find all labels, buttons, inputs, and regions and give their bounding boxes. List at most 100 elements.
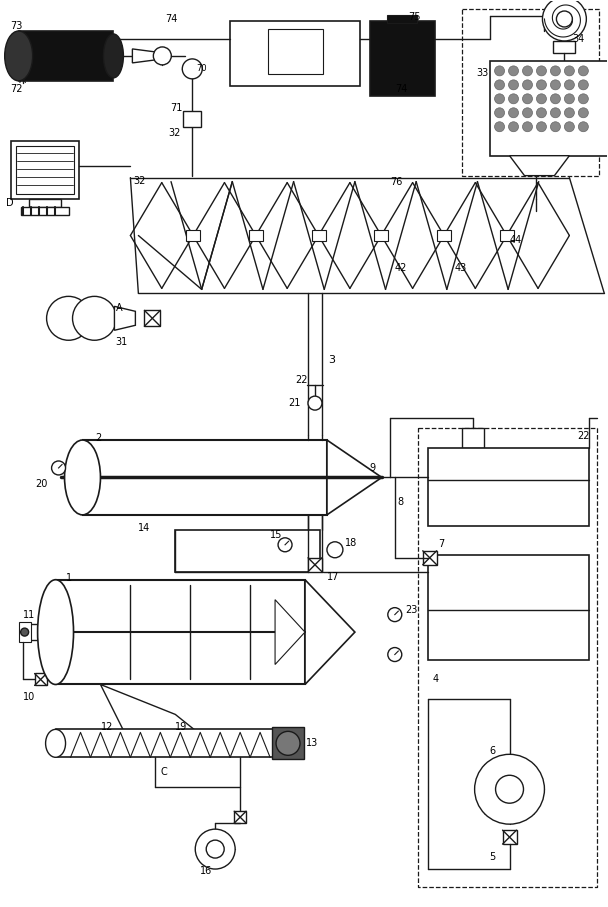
Circle shape: [564, 80, 575, 90]
Circle shape: [550, 122, 561, 132]
Text: 34: 34: [572, 34, 585, 44]
Text: D: D: [5, 198, 13, 208]
Text: 12: 12: [100, 722, 113, 732]
Circle shape: [508, 66, 519, 76]
Circle shape: [578, 122, 589, 132]
Circle shape: [475, 755, 544, 824]
Text: 74: 74: [395, 83, 407, 93]
Bar: [489, 61, 608, 156]
Circle shape: [508, 108, 519, 118]
Text: 14: 14: [139, 522, 151, 532]
Bar: [308, 558, 322, 571]
Text: 22: 22: [578, 431, 590, 441]
Circle shape: [536, 80, 547, 90]
Bar: [375, 229, 389, 241]
Bar: [55, 580, 305, 685]
Text: 2: 2: [95, 433, 102, 443]
Bar: [249, 229, 263, 241]
Bar: [370, 21, 435, 96]
Bar: [268, 29, 323, 73]
Text: 22: 22: [295, 375, 308, 385]
Bar: [11, 141, 78, 199]
Text: 32: 32: [168, 128, 181, 138]
Text: C: C: [161, 767, 167, 777]
Bar: [423, 551, 437, 565]
Text: A: A: [116, 303, 122, 313]
Bar: [461, 428, 483, 448]
Text: 75: 75: [408, 12, 420, 22]
Text: 21: 21: [288, 398, 300, 408]
Circle shape: [494, 80, 505, 90]
Bar: [387, 15, 416, 23]
Circle shape: [278, 538, 292, 551]
Circle shape: [388, 608, 402, 621]
Circle shape: [153, 47, 171, 65]
Bar: [19, 31, 114, 81]
Circle shape: [578, 80, 589, 90]
Polygon shape: [275, 600, 305, 665]
Text: 17: 17: [327, 571, 339, 581]
Circle shape: [522, 93, 533, 103]
Text: 15: 15: [270, 530, 283, 540]
Text: 32: 32: [133, 176, 146, 186]
Polygon shape: [305, 580, 355, 685]
Circle shape: [550, 108, 561, 118]
Circle shape: [47, 297, 91, 340]
Bar: [427, 555, 589, 659]
Text: 70: 70: [196, 64, 207, 73]
Circle shape: [564, 93, 575, 103]
Polygon shape: [327, 440, 382, 515]
Bar: [427, 448, 589, 526]
Text: 23: 23: [405, 605, 417, 615]
Circle shape: [564, 66, 575, 76]
Polygon shape: [510, 156, 570, 176]
Circle shape: [327, 541, 343, 558]
Circle shape: [195, 829, 235, 869]
Circle shape: [550, 66, 561, 76]
Polygon shape: [133, 49, 155, 63]
Circle shape: [494, 122, 505, 132]
Bar: [16, 146, 74, 193]
Circle shape: [542, 0, 586, 41]
Text: 74: 74: [165, 14, 178, 24]
Bar: [183, 111, 201, 127]
Text: 4: 4: [433, 675, 439, 685]
Circle shape: [522, 80, 533, 90]
Polygon shape: [100, 685, 200, 735]
Ellipse shape: [103, 34, 123, 78]
Bar: [503, 830, 517, 844]
Text: 19: 19: [175, 722, 187, 732]
Text: 5: 5: [489, 852, 496, 862]
Circle shape: [508, 93, 519, 103]
Circle shape: [536, 93, 547, 103]
Bar: [186, 229, 200, 241]
Circle shape: [578, 93, 589, 103]
Text: 20: 20: [36, 479, 48, 489]
Bar: [437, 229, 451, 241]
Bar: [83, 440, 327, 515]
Bar: [35, 674, 47, 686]
Ellipse shape: [46, 729, 66, 757]
Ellipse shape: [5, 31, 33, 81]
Bar: [230, 21, 360, 86]
Text: 18: 18: [345, 538, 357, 548]
Circle shape: [496, 775, 523, 804]
Circle shape: [550, 80, 561, 90]
Circle shape: [308, 396, 322, 410]
Text: 1: 1: [66, 572, 72, 582]
Ellipse shape: [38, 580, 74, 685]
Circle shape: [536, 66, 547, 76]
Text: 33: 33: [477, 68, 489, 78]
Circle shape: [494, 66, 505, 76]
Circle shape: [522, 108, 533, 118]
Text: 11: 11: [22, 610, 35, 619]
Text: 73: 73: [11, 21, 23, 31]
Text: 42: 42: [395, 263, 407, 273]
Circle shape: [556, 11, 572, 27]
Circle shape: [536, 122, 547, 132]
Bar: [234, 811, 246, 824]
Circle shape: [52, 461, 66, 475]
Text: 7: 7: [438, 539, 444, 549]
Circle shape: [522, 122, 533, 132]
Circle shape: [578, 108, 589, 118]
